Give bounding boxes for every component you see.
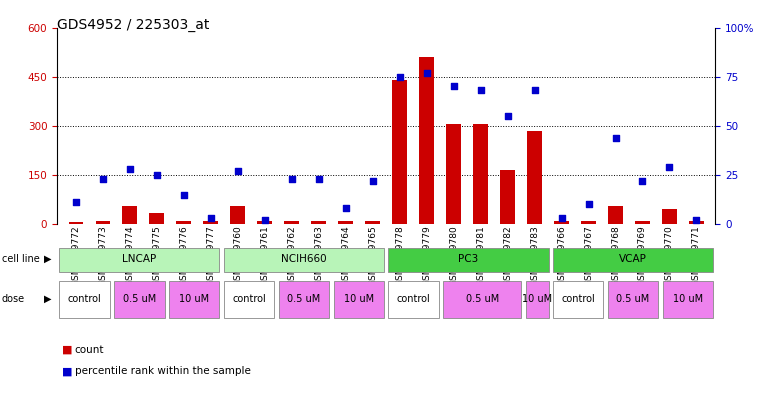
Bar (581, 221, 596, 224)
Bar (527, 130, 542, 224)
Point (205, 215, 217, 221)
Text: VCAP: VCAP (619, 254, 647, 264)
Bar (203, 221, 218, 224)
Bar (419, 57, 434, 224)
Bar (553, 281, 603, 318)
Bar (285, 221, 299, 224)
Bar (662, 209, 677, 224)
Point (475, 87, 487, 94)
Point (232, 168, 244, 174)
Text: NCIH660: NCIH660 (281, 254, 326, 264)
Text: percentile rank within the sample: percentile rank within the sample (75, 366, 250, 376)
Point (664, 164, 676, 170)
Text: 10 uM: 10 uM (179, 294, 209, 304)
Point (285, 176, 298, 182)
Text: dose: dose (2, 294, 24, 304)
Point (178, 191, 190, 198)
Bar (149, 213, 164, 224)
Text: GDS4952 / 225303_at: GDS4952 / 225303_at (57, 18, 209, 32)
Bar (257, 221, 272, 224)
Bar (689, 221, 704, 224)
Point (124, 166, 136, 172)
Text: ■: ■ (62, 366, 73, 376)
Point (501, 113, 514, 119)
Bar (59, 248, 219, 272)
Bar (608, 281, 658, 318)
Bar (177, 221, 191, 224)
Text: cell line: cell line (2, 254, 40, 264)
Point (421, 70, 433, 76)
Bar (224, 281, 274, 318)
Point (70, 199, 82, 206)
Bar (526, 281, 549, 318)
Text: ▶: ▶ (44, 294, 52, 304)
Point (393, 73, 406, 80)
Bar (96, 221, 110, 224)
Point (97, 176, 109, 182)
Bar (553, 248, 713, 272)
Bar (224, 248, 384, 272)
Bar (388, 248, 549, 272)
Point (151, 172, 163, 178)
Bar (554, 221, 569, 224)
Bar (231, 206, 245, 224)
Text: count: count (75, 345, 104, 355)
Point (582, 201, 594, 208)
Text: LNCAP: LNCAP (123, 254, 157, 264)
Bar (392, 80, 407, 224)
Bar (500, 170, 515, 224)
Text: ■: ■ (62, 345, 73, 355)
Bar (635, 221, 650, 224)
Text: ▶: ▶ (44, 254, 52, 264)
Bar (59, 281, 110, 318)
Point (313, 176, 325, 182)
Bar (663, 281, 713, 318)
Bar (123, 206, 137, 224)
Bar (388, 281, 439, 318)
Bar (443, 281, 521, 318)
Point (690, 217, 702, 223)
Text: 10 uM: 10 uM (522, 294, 552, 304)
Text: control: control (562, 294, 595, 304)
Bar (114, 281, 164, 318)
Bar (446, 124, 461, 224)
Point (339, 205, 352, 211)
Bar (311, 221, 326, 224)
Text: 0.5 uM: 0.5 uM (288, 294, 320, 304)
Text: 0.5 uM: 0.5 uM (616, 294, 650, 304)
Point (528, 87, 540, 94)
Bar (68, 222, 84, 224)
Point (447, 83, 460, 90)
Bar (473, 124, 488, 224)
Text: control: control (396, 294, 431, 304)
Point (556, 215, 568, 221)
Text: 10 uM: 10 uM (673, 294, 703, 304)
Bar (333, 281, 384, 318)
Point (636, 178, 648, 184)
Text: control: control (68, 294, 101, 304)
Point (367, 178, 379, 184)
Text: 0.5 uM: 0.5 uM (123, 294, 156, 304)
Bar (339, 221, 353, 224)
Point (259, 217, 271, 223)
Bar (169, 281, 219, 318)
Text: 10 uM: 10 uM (344, 294, 374, 304)
Bar (365, 221, 380, 224)
Text: 0.5 uM: 0.5 uM (466, 294, 498, 304)
Point (610, 134, 622, 141)
Text: control: control (232, 294, 266, 304)
Bar (279, 281, 330, 318)
Text: PC3: PC3 (458, 254, 479, 264)
Bar (608, 206, 623, 224)
